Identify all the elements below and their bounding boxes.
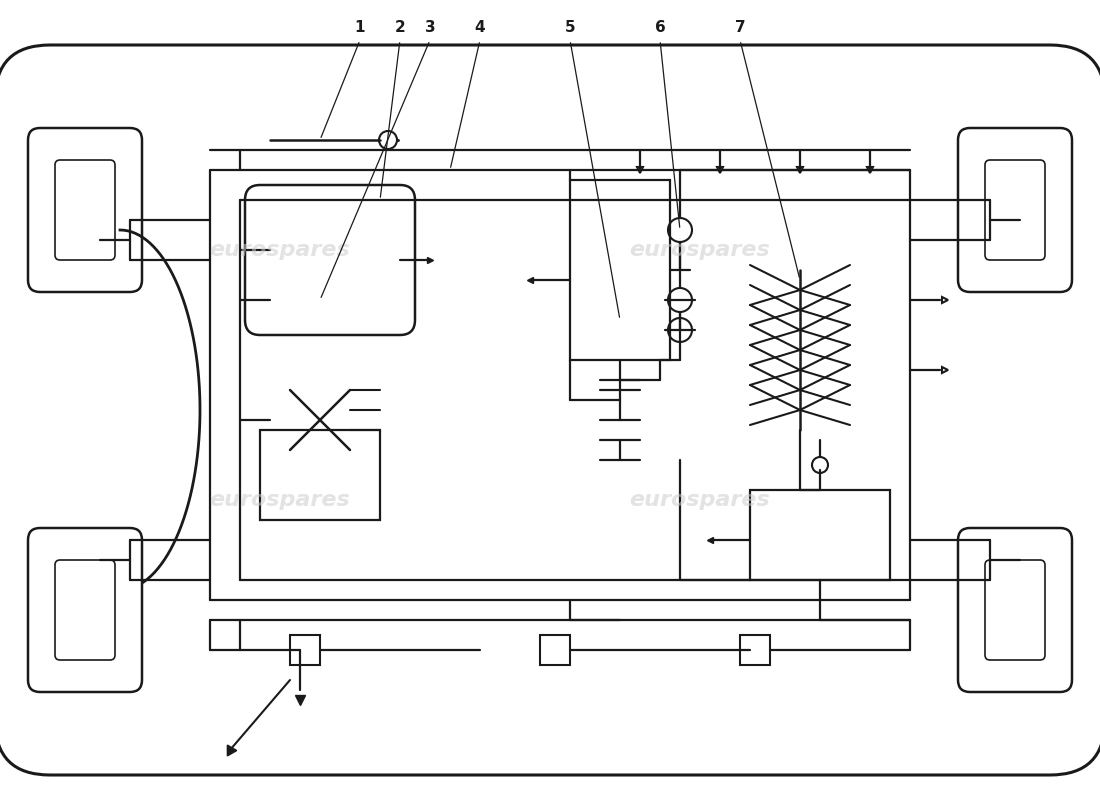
- Text: 1: 1: [354, 20, 365, 35]
- FancyBboxPatch shape: [28, 528, 142, 692]
- FancyBboxPatch shape: [958, 128, 1072, 292]
- Text: 6: 6: [654, 20, 666, 35]
- Text: eurospares: eurospares: [210, 240, 351, 260]
- Text: 3: 3: [425, 20, 436, 35]
- Text: 2: 2: [395, 20, 406, 35]
- Bar: [570, 180, 670, 360]
- Bar: [540, 635, 570, 665]
- Text: 5: 5: [564, 20, 575, 35]
- Text: 7: 7: [735, 20, 746, 35]
- FancyBboxPatch shape: [958, 528, 1072, 692]
- Text: eurospares: eurospares: [629, 490, 770, 510]
- Bar: [750, 490, 890, 580]
- Text: eurospares: eurospares: [210, 490, 351, 510]
- Bar: [740, 635, 770, 665]
- FancyBboxPatch shape: [28, 128, 142, 292]
- Text: eurospares: eurospares: [629, 240, 770, 260]
- Bar: [290, 635, 320, 665]
- FancyBboxPatch shape: [0, 45, 1100, 775]
- Text: 4: 4: [475, 20, 485, 35]
- Bar: [260, 430, 379, 520]
